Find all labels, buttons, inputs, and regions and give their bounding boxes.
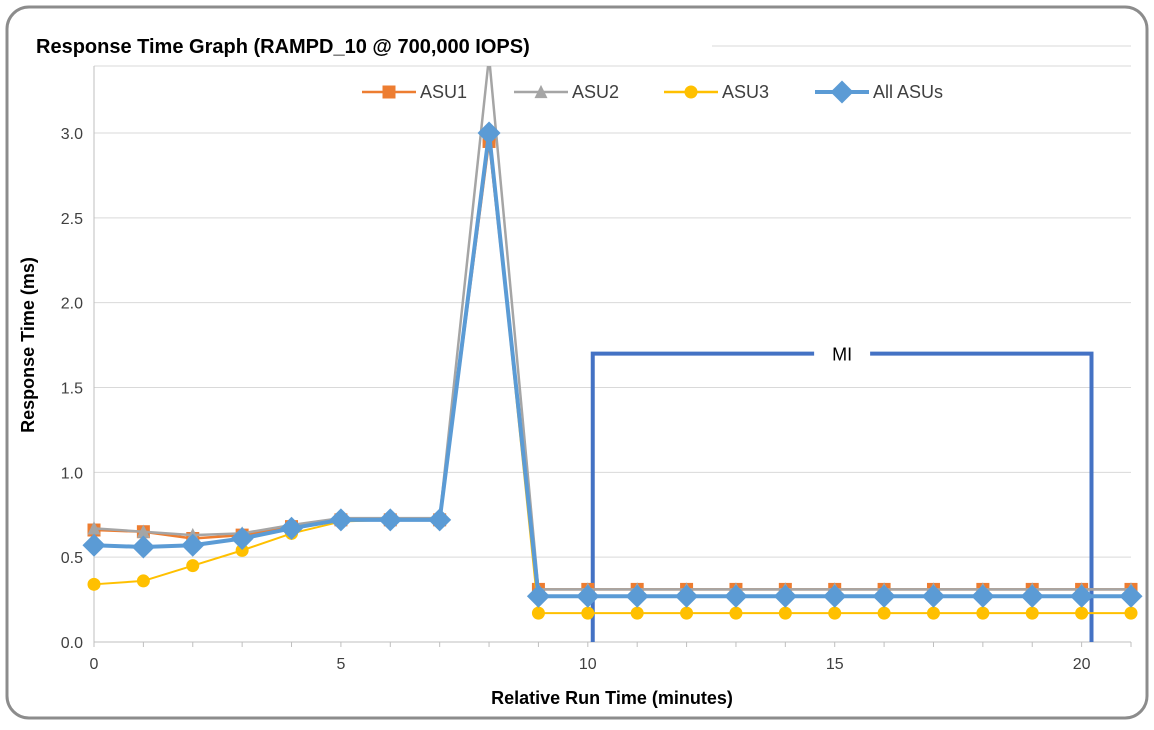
data-point <box>576 584 600 608</box>
data-point <box>428 508 452 532</box>
y-axis-label: Response Time (ms) <box>18 257 38 433</box>
data-point <box>1075 606 1089 620</box>
legend-swatch-marker <box>382 85 396 99</box>
axes: 0.0 0.5 1.0 1.5 2.0 2.5 3.0 0 5 10 15 20 <box>61 66 1132 673</box>
mi-bracket: MI <box>590 340 1094 642</box>
chart-title: Response Time Graph (RAMPD_10 @ 700,000 … <box>36 36 530 58</box>
legend: ASU1 ASU2 ASU3 All ASUs <box>362 80 943 104</box>
data-point <box>230 526 254 551</box>
data-point <box>680 606 694 620</box>
data-point <box>778 606 792 620</box>
data-point <box>186 559 200 573</box>
data-point <box>87 577 101 591</box>
data-point <box>136 524 150 538</box>
data-point <box>1025 606 1039 620</box>
legend-entry: ASU1 <box>362 82 467 102</box>
data-point <box>136 574 150 588</box>
legend-entry: All ASUs <box>815 80 943 104</box>
legend-swatch-marker <box>534 84 548 99</box>
data-point <box>823 584 847 608</box>
data-point <box>477 121 501 145</box>
y-tick-label: 1.5 <box>61 381 83 398</box>
legend-swatch-marker <box>830 80 854 104</box>
grid-lines <box>94 45 1131 558</box>
y-tick-label: 2.0 <box>61 296 83 313</box>
legend-label: ASU2 <box>572 82 619 102</box>
series-all-asus <box>82 121 1143 608</box>
mi-label-background <box>814 340 871 367</box>
series-lines <box>82 66 1143 620</box>
data-point <box>235 543 249 557</box>
data-point <box>724 584 748 608</box>
data-point <box>531 606 545 620</box>
x-tick-label: 10 <box>579 656 597 673</box>
chart-frame <box>5 5 1149 720</box>
data-point <box>329 508 353 532</box>
data-point <box>526 584 550 608</box>
y-tick-label: 1.0 <box>61 465 83 482</box>
legend-entry: ASU3 <box>664 82 769 102</box>
data-point <box>828 606 842 620</box>
data-point <box>1119 584 1143 608</box>
data-point <box>131 535 155 559</box>
x-tick-label: 0 <box>90 656 99 673</box>
y-tick-label: 2.5 <box>61 211 83 228</box>
data-point <box>625 584 649 608</box>
x-tick-label: 20 <box>1073 656 1091 673</box>
y-tick-label: 0.0 <box>61 635 83 652</box>
y-tick-label: 0.5 <box>61 550 83 567</box>
data-point <box>877 606 891 620</box>
data-point <box>82 533 106 557</box>
series-line <box>93 131 1131 599</box>
data-point <box>971 584 995 608</box>
x-tick-label: 5 <box>336 656 345 673</box>
data-point <box>921 584 945 608</box>
x-axis-label: Relative Run Time (minutes) <box>491 688 733 708</box>
x-tick-label: 15 <box>826 656 844 673</box>
legend-label: All ASUs <box>873 82 943 102</box>
mi-label: MI <box>832 345 852 365</box>
legend-swatch-marker <box>684 85 698 99</box>
legend-entry: ASU2 <box>514 82 619 102</box>
data-point <box>729 606 743 620</box>
data-point <box>872 584 896 608</box>
legend-label: ASU1 <box>420 82 467 102</box>
data-point <box>773 584 797 608</box>
data-point <box>630 606 644 620</box>
series-line <box>93 66 1131 591</box>
series-line <box>93 132 1131 615</box>
data-point <box>378 508 402 532</box>
data-point <box>280 516 304 540</box>
legend-label: ASU3 <box>722 82 769 102</box>
data-point <box>1124 606 1138 620</box>
data-point <box>1020 584 1044 608</box>
data-point <box>581 606 595 620</box>
data-point <box>976 606 990 620</box>
y-tick-label: 3.0 <box>61 126 83 143</box>
data-point <box>87 521 101 535</box>
data-point <box>926 606 940 620</box>
data-point <box>1070 584 1094 608</box>
data-point <box>675 584 699 608</box>
data-point <box>181 533 205 557</box>
